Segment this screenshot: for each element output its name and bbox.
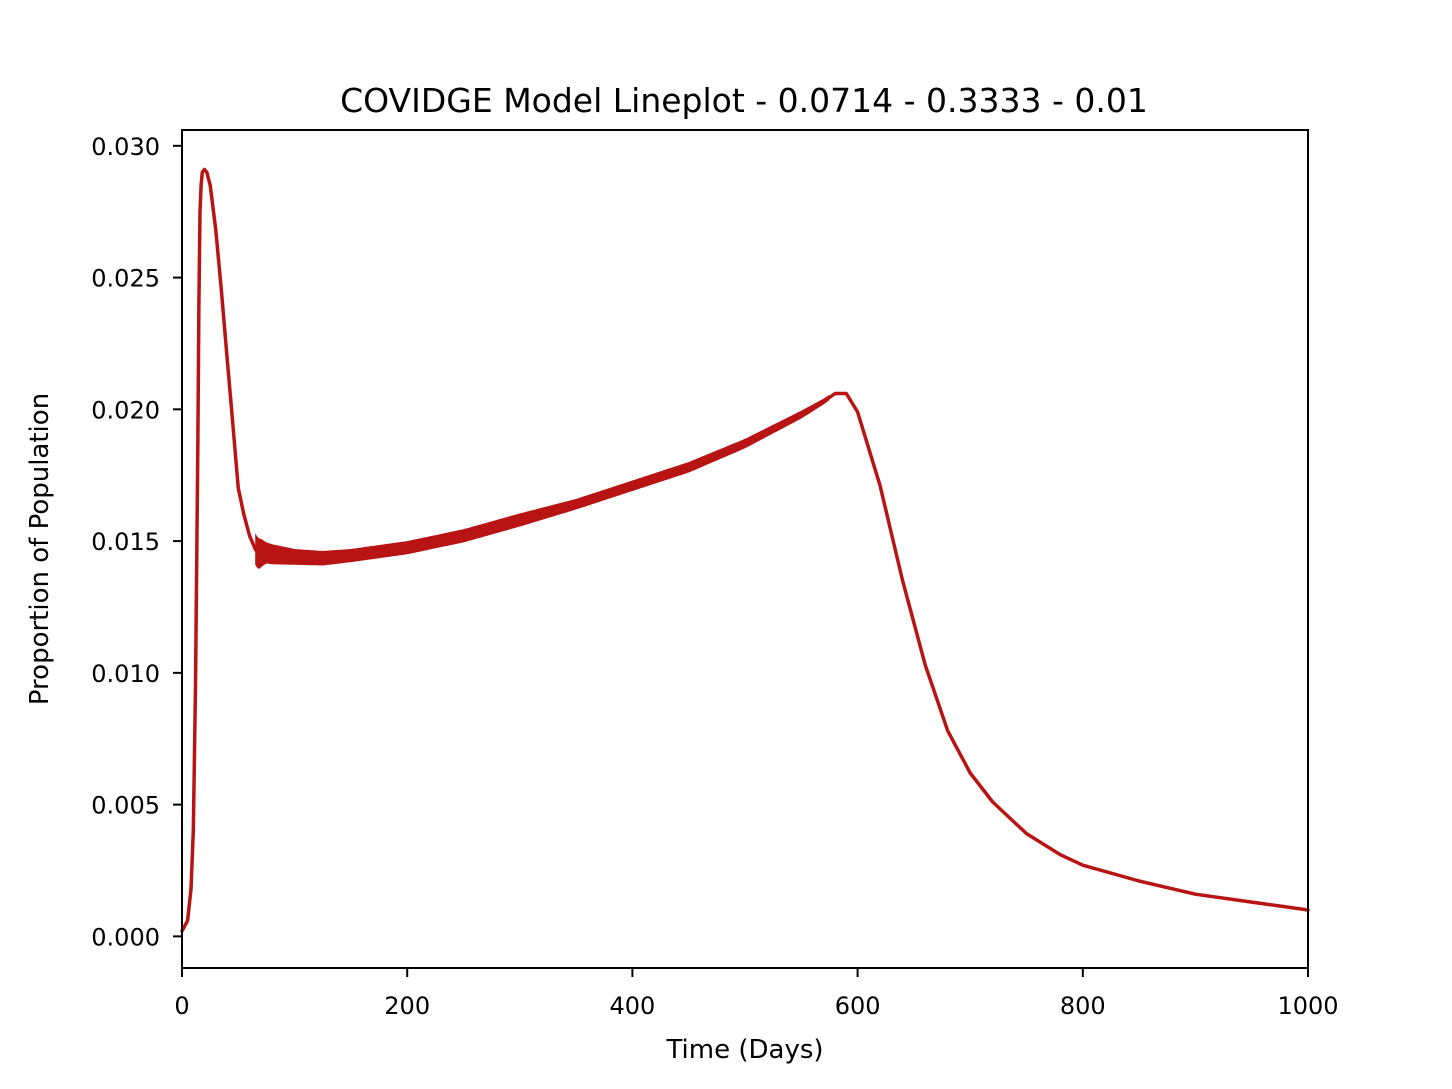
y-tick-label: 0.015 [91, 528, 160, 556]
x-tick-label: 600 [835, 992, 881, 1020]
series-line [180, 167, 1310, 933]
x-axis: 0 200 400 600 800 1000 [174, 968, 1339, 1020]
y-axis-label: Proportion of Population [25, 393, 55, 705]
oscillation-band [255, 394, 830, 569]
plot-area [180, 167, 1310, 933]
y-tick-label: 0.005 [91, 792, 160, 820]
y-tick-label: 0.000 [91, 923, 160, 951]
y-tick-label: 0.025 [91, 265, 160, 293]
y-tick-label: 0.020 [91, 396, 160, 424]
x-tick-label: 200 [384, 992, 430, 1020]
y-tick-label: 0.030 [91, 133, 160, 161]
y-axis: 0.000 0.005 0.010 0.015 0.020 0.025 0.030 [91, 133, 182, 951]
x-tick-label: 400 [609, 992, 655, 1020]
chart-title: COVIDGE Model Lineplot - 0.0714 - 0.3333… [340, 81, 1148, 120]
x-tick-label: 1000 [1277, 992, 1338, 1020]
x-axis-label: Time (Days) [665, 1035, 823, 1065]
x-tick-label: 0 [174, 992, 189, 1020]
y-tick-label: 0.010 [91, 660, 160, 688]
axes-frame [181, 129, 1309, 969]
x-tick-label: 800 [1060, 992, 1106, 1020]
